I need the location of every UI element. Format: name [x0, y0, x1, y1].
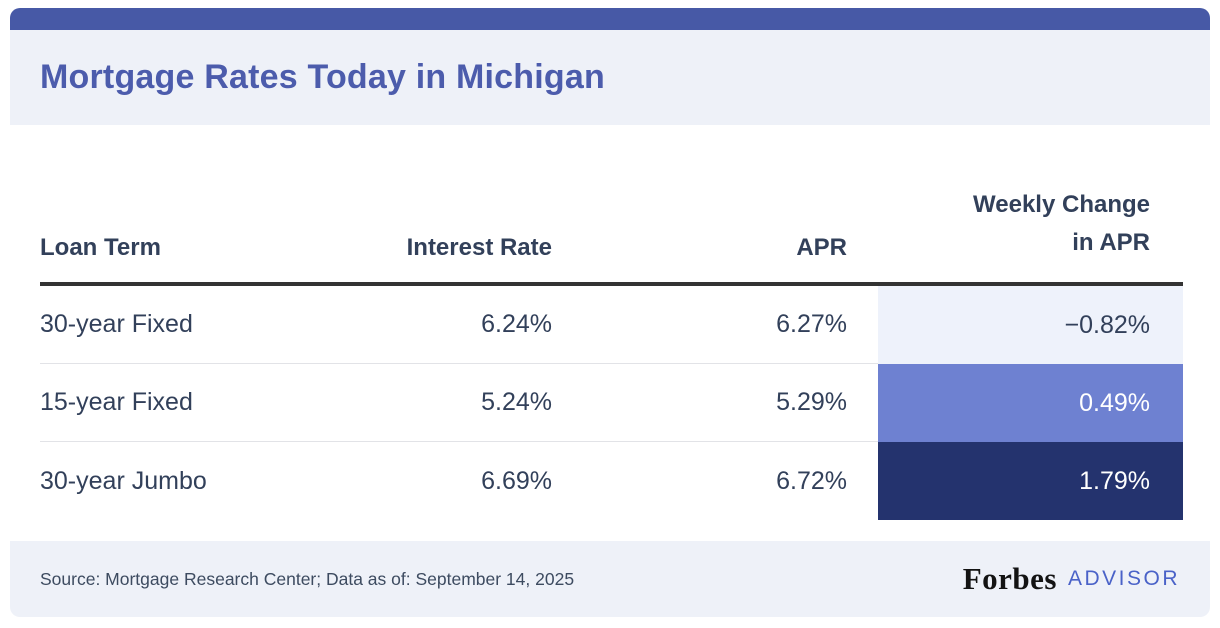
apr-value: 6.27% — [552, 286, 878, 364]
column-header-loan-term: Loan Term — [40, 234, 161, 261]
accent-top-bar — [10, 8, 1210, 30]
table-row: 15-year Fixed 5.24% 5.29% 0.49% — [40, 364, 1183, 442]
rates-table: Loan Term Interest Rate APR Weekly Chang… — [40, 125, 1183, 520]
interest-rate-value: 6.69% — [481, 466, 552, 495]
column-header-apr: APR — [796, 234, 847, 261]
table-body: 30-year Fixed 6.24% 6.27% −0.82% 15-year… — [40, 282, 1183, 520]
apr-value: 6.72% — [776, 466, 847, 495]
weekly-change-value: 0.49% — [878, 364, 1183, 442]
table-row: 30-year Jumbo 6.69% 6.72% 1.79% — [40, 442, 1183, 520]
interest-rate-value: 5.24% — [360, 364, 552, 442]
page-title: Mortgage Rates Today in Michigan — [40, 58, 605, 96]
table-row: 30-year Fixed 6.24% 6.27% −0.82% — [40, 286, 1183, 364]
column-header-weekly-change: Weekly Change in APR — [878, 186, 1183, 282]
title-band: Mortgage Rates Today in Michigan — [10, 30, 1210, 125]
weekly-change-value: −0.82% — [878, 286, 1183, 364]
rates-card: Mortgage Rates Today in Michigan Loan Te… — [10, 8, 1210, 617]
advisor-wordmark: ADVISOR — [1067, 567, 1180, 590]
weekly-change-value: 1.79% — [878, 442, 1183, 520]
table-header-row: Loan Term Interest Rate APR Weekly Chang… — [40, 125, 1183, 282]
interest-rate-value: 6.24% — [360, 286, 552, 364]
apr-value: 5.29% — [552, 364, 878, 442]
source-note: Source: Mortgage Research Center; Data a… — [40, 568, 575, 589]
forbes-wordmark: Forbes — [962, 561, 1057, 596]
weekly-change-header-line1: Weekly Change — [973, 191, 1150, 218]
loan-term-value: 30-year Fixed — [40, 286, 360, 364]
column-header-interest-rate: Interest Rate — [406, 234, 552, 261]
weekly-change-header-line2: in APR — [1072, 229, 1150, 256]
forbes-advisor-logo: Forbes ADVISOR — [963, 561, 1180, 597]
footer-band: Source: Mortgage Research Center; Data a… — [10, 541, 1210, 617]
loan-term-value: 15-year Fixed — [40, 364, 360, 442]
loan-term-value: 30-year Jumbo — [40, 466, 207, 495]
